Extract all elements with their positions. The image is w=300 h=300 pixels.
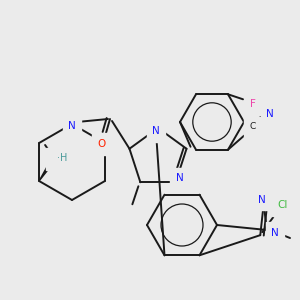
Text: F: F [250,99,256,109]
Text: N: N [271,228,279,238]
Text: Cl: Cl [277,200,287,210]
Text: N: N [258,195,266,205]
Text: O: O [98,139,106,149]
Text: ·H: ·H [57,153,67,163]
Text: N: N [266,109,274,119]
Text: N: N [51,154,59,164]
Text: N: N [152,126,160,136]
Polygon shape [39,162,52,181]
Text: N: N [176,173,184,183]
Text: N: N [68,121,76,131]
Text: C: C [250,122,256,131]
